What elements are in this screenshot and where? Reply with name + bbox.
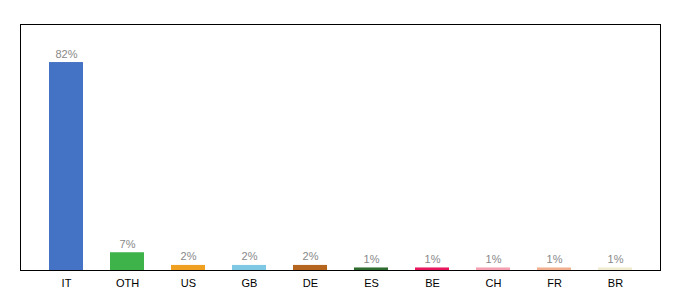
svg-text:1%: 1% xyxy=(364,253,380,265)
svg-text:DE: DE xyxy=(303,277,318,289)
svg-text:7%: 7% xyxy=(120,238,136,250)
svg-text:82%: 82% xyxy=(55,48,77,60)
svg-text:2%: 2% xyxy=(303,250,319,262)
svg-text:CH: CH xyxy=(486,277,502,289)
svg-text:1%: 1% xyxy=(425,253,441,265)
svg-text:1%: 1% xyxy=(547,253,563,265)
svg-text:US: US xyxy=(181,277,196,289)
svg-text:2%: 2% xyxy=(181,250,197,262)
svg-text:ES: ES xyxy=(364,277,379,289)
svg-text:IT: IT xyxy=(62,277,72,289)
svg-text:1%: 1% xyxy=(486,253,502,265)
svg-text:GB: GB xyxy=(242,277,258,289)
svg-text:BR: BR xyxy=(608,277,623,289)
svg-text:BE: BE xyxy=(425,277,440,289)
svg-text:OTH: OTH xyxy=(116,277,139,289)
svg-text:2%: 2% xyxy=(242,250,258,262)
svg-text:FR: FR xyxy=(547,277,562,289)
svg-text:1%: 1% xyxy=(608,253,624,265)
